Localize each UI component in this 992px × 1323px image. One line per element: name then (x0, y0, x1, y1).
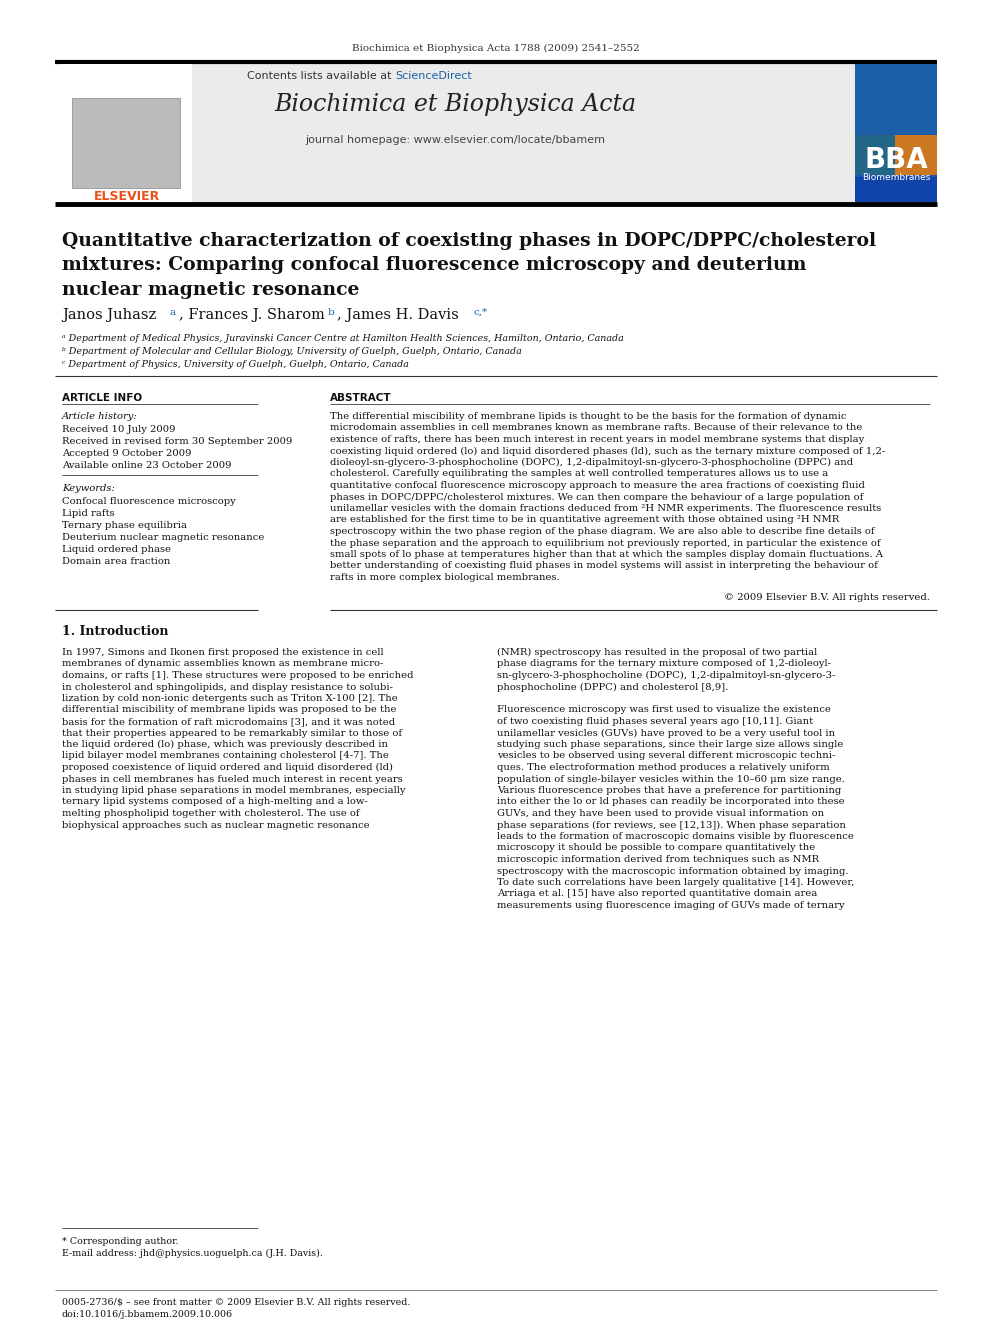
Text: ScienceDirect: ScienceDirect (395, 71, 472, 81)
Text: phases in DOPC/DPPC/cholesterol mixtures. We can then compare the behaviour of a: phases in DOPC/DPPC/cholesterol mixtures… (330, 492, 863, 501)
FancyBboxPatch shape (855, 64, 937, 202)
Text: doi:10.1016/j.bbamem.2009.10.006: doi:10.1016/j.bbamem.2009.10.006 (62, 1310, 233, 1319)
Text: into either the lo or ld phases can readily be incorporated into these: into either the lo or ld phases can read… (497, 798, 844, 807)
Text: Article history:: Article history: (62, 411, 138, 421)
FancyBboxPatch shape (895, 135, 937, 175)
Text: , James H. Davis: , James H. Davis (337, 308, 463, 321)
Text: microscopy it should be possible to compare quantitatively the: microscopy it should be possible to comp… (497, 844, 815, 852)
Text: In 1997, Simons and Ikonen first proposed the existence in cell: In 1997, Simons and Ikonen first propose… (62, 648, 384, 658)
Text: microdomain assemblies in cell membranes known as membrane rafts. Because of the: microdomain assemblies in cell membranes… (330, 423, 862, 433)
Text: small spots of lo phase at temperatures higher than that at which the samples di: small spots of lo phase at temperatures … (330, 550, 883, 560)
FancyBboxPatch shape (855, 135, 895, 175)
Text: ᵇ Department of Molecular and Cellular Biology, University of Guelph, Guelph, On: ᵇ Department of Molecular and Cellular B… (62, 347, 522, 356)
Text: vesicles to be observed using several different microscopic techni-: vesicles to be observed using several di… (497, 751, 835, 761)
Text: , Frances J. Sharom: , Frances J. Sharom (179, 308, 329, 321)
FancyBboxPatch shape (62, 64, 855, 202)
Text: in cholesterol and sphingolipids, and display resistance to solubi-: in cholesterol and sphingolipids, and di… (62, 683, 393, 692)
Text: (NMR) spectroscopy has resulted in the proposal of two partial: (NMR) spectroscopy has resulted in the p… (497, 648, 817, 658)
Text: Liquid ordered phase: Liquid ordered phase (62, 545, 171, 554)
Text: To date such correlations have been largely qualitative [14]. However,: To date such correlations have been larg… (497, 878, 854, 886)
Text: Fluorescence microscopy was first used to visualize the existence: Fluorescence microscopy was first used t… (497, 705, 831, 714)
Text: lization by cold non-ionic detergents such as Triton X-100 [2]. The: lization by cold non-ionic detergents su… (62, 695, 398, 703)
Text: population of single-bilayer vesicles within the 10–60 μm size range.: population of single-bilayer vesicles wi… (497, 774, 845, 783)
Text: coexisting liquid ordered (lo) and liquid disordered phases (ld), such as the te: coexisting liquid ordered (lo) and liqui… (330, 446, 885, 455)
Text: Received in revised form 30 September 2009: Received in revised form 30 September 20… (62, 437, 293, 446)
Text: Deuterium nuclear magnetic resonance: Deuterium nuclear magnetic resonance (62, 533, 265, 542)
Text: dioleoyl-sn-glycero-3-phosphocholine (DOPC), 1,2-dipalmitoyl-sn-glycero-3-phosph: dioleoyl-sn-glycero-3-phosphocholine (DO… (330, 458, 853, 467)
Text: phase diagrams for the ternary mixture composed of 1,2-dioleoyl-: phase diagrams for the ternary mixture c… (497, 659, 831, 668)
Text: c,*: c,* (474, 308, 488, 318)
Text: Keywords:: Keywords: (62, 484, 115, 493)
Text: of two coexisting fluid phases several years ago [10,11]. Giant: of two coexisting fluid phases several y… (497, 717, 813, 726)
Text: phases in cell membranes has fueled much interest in recent years: phases in cell membranes has fueled much… (62, 774, 403, 783)
Text: Biochimica et Biophysica Acta: Biochimica et Biophysica Acta (274, 94, 636, 116)
Text: the liquid ordered (lo) phase, which was previously described in: the liquid ordered (lo) phase, which was… (62, 740, 388, 749)
Text: rafts in more complex biological membranes.: rafts in more complex biological membran… (330, 573, 559, 582)
Text: BBA: BBA (864, 146, 928, 175)
Text: existence of rafts, there has been much interest in recent years in model membra: existence of rafts, there has been much … (330, 435, 864, 445)
Text: Lipid rafts: Lipid rafts (62, 509, 115, 519)
Text: ᵃ Department of Medical Physics, Juravinski Cancer Centre at Hamilton Health Sci: ᵃ Department of Medical Physics, Juravin… (62, 333, 624, 343)
Text: 1. Introduction: 1. Introduction (62, 624, 169, 638)
Text: journal homepage: www.elsevier.com/locate/bbamem: journal homepage: www.elsevier.com/locat… (305, 135, 605, 146)
Text: Biochimica et Biophysica Acta 1788 (2009) 2541–2552: Biochimica et Biophysica Acta 1788 (2009… (352, 44, 640, 53)
Text: unilamellar vesicles (GUVs) have proved to be a very useful tool in: unilamellar vesicles (GUVs) have proved … (497, 729, 835, 738)
FancyBboxPatch shape (72, 98, 180, 188)
FancyBboxPatch shape (855, 177, 937, 202)
Text: measurements using fluorescence imaging of GUVs made of ternary: measurements using fluorescence imaging … (497, 901, 844, 910)
Text: cholesterol. Carefully equilibrating the samples at well controlled temperatures: cholesterol. Carefully equilibrating the… (330, 470, 828, 479)
Text: Available online 23 October 2009: Available online 23 October 2009 (62, 460, 231, 470)
Text: unilamellar vesicles with the domain fractions deduced from ²H NMR experiments. : unilamellar vesicles with the domain fra… (330, 504, 881, 513)
FancyBboxPatch shape (855, 134, 937, 202)
Text: sn-glycero-3-phosphocholine (DOPC), 1,2-dipalmitoyl-sn-glycero-3-: sn-glycero-3-phosphocholine (DOPC), 1,2-… (497, 671, 835, 680)
Text: Ternary phase equilibria: Ternary phase equilibria (62, 521, 187, 531)
Text: GUVs, and they have been used to provide visual information on: GUVs, and they have been used to provide… (497, 808, 824, 818)
Text: basis for the formation of raft microdomains [3], and it was noted: basis for the formation of raft microdom… (62, 717, 395, 726)
Text: b: b (328, 308, 334, 318)
Text: ᶜ Department of Physics, University of Guelph, Guelph, Ontario, Canada: ᶜ Department of Physics, University of G… (62, 360, 409, 369)
Text: phase separations (for reviews, see [12,13]). When phase separation: phase separations (for reviews, see [12,… (497, 820, 846, 830)
Text: spectroscopy with the macroscopic information obtained by imaging.: spectroscopy with the macroscopic inform… (497, 867, 848, 876)
Text: ternary lipid systems composed of a high-melting and a low-: ternary lipid systems composed of a high… (62, 798, 368, 807)
Text: ABSTRACT: ABSTRACT (330, 393, 392, 404)
Text: are established for the first time to be in quantitative agreement with those ob: are established for the first time to be… (330, 516, 839, 524)
Text: studying such phase separations, since their large size allows single: studying such phase separations, since t… (497, 740, 843, 749)
Text: ques. The electroformation method produces a relatively uniform: ques. The electroformation method produc… (497, 763, 829, 773)
Text: Accepted 9 October 2009: Accepted 9 October 2009 (62, 448, 191, 458)
Text: biophysical approaches such as nuclear magnetic resonance: biophysical approaches such as nuclear m… (62, 820, 370, 830)
Text: © 2009 Elsevier B.V. All rights reserved.: © 2009 Elsevier B.V. All rights reserved… (724, 593, 930, 602)
Text: ELSEVIER: ELSEVIER (94, 189, 160, 202)
Text: in studying lipid phase separations in model membranes, especially: in studying lipid phase separations in m… (62, 786, 406, 795)
Text: quantitative confocal fluorescence microscopy approach to measure the area fract: quantitative confocal fluorescence micro… (330, 482, 865, 490)
Text: Quantitative characterization of coexisting phases in DOPC/DPPC/cholesterol
mixt: Quantitative characterization of coexist… (62, 232, 876, 299)
FancyBboxPatch shape (62, 64, 192, 202)
Text: spectroscopy within the two phase region of the phase diagram. We are also able : spectroscopy within the two phase region… (330, 527, 875, 536)
Text: Arriaga et al. [15] have also reported quantitative domain area: Arriaga et al. [15] have also reported q… (497, 889, 817, 898)
Text: 0005-2736/$ – see front matter © 2009 Elsevier B.V. All rights reserved.: 0005-2736/$ – see front matter © 2009 El… (62, 1298, 411, 1307)
Text: Various fluorescence probes that have a preference for partitioning: Various fluorescence probes that have a … (497, 786, 841, 795)
Text: Confocal fluorescence microscopy: Confocal fluorescence microscopy (62, 497, 236, 505)
Text: Janos Juhasz: Janos Juhasz (62, 308, 161, 321)
Text: that their properties appeared to be remarkably similar to those of: that their properties appeared to be rem… (62, 729, 402, 737)
Text: the phase separation and the approach to equilibrium not previously reported, in: the phase separation and the approach to… (330, 538, 881, 548)
Text: leads to the formation of macroscopic domains visible by fluorescence: leads to the formation of macroscopic do… (497, 832, 854, 841)
Text: Biomembranes: Biomembranes (862, 173, 930, 183)
Text: E-mail address: jhd@physics.uoguelph.ca (J.H. Davis).: E-mail address: jhd@physics.uoguelph.ca … (62, 1249, 322, 1258)
Text: lipid bilayer model membranes containing cholesterol [4-7]. The: lipid bilayer model membranes containing… (62, 751, 389, 761)
Text: microscopic information derived from techniques such as NMR: microscopic information derived from tec… (497, 855, 819, 864)
Text: melting phospholipid together with cholesterol. The use of: melting phospholipid together with chole… (62, 808, 360, 818)
Text: Received 10 July 2009: Received 10 July 2009 (62, 425, 176, 434)
Text: differential miscibility of membrane lipids was proposed to be the: differential miscibility of membrane lip… (62, 705, 397, 714)
Text: Contents lists available at: Contents lists available at (247, 71, 395, 81)
Text: membranes of dynamic assemblies known as membrane micro-: membranes of dynamic assemblies known as… (62, 659, 383, 668)
Text: domains, or rafts [1]. These structures were proposed to be enriched: domains, or rafts [1]. These structures … (62, 671, 414, 680)
Text: proposed coexistence of liquid ordered and liquid disordered (ld): proposed coexistence of liquid ordered a… (62, 763, 393, 773)
Text: a: a (170, 308, 177, 318)
Text: phosphocholine (DPPC) and cholesterol [8,9].: phosphocholine (DPPC) and cholesterol [8… (497, 683, 728, 692)
Text: * Corresponding author.: * Corresponding author. (62, 1237, 179, 1246)
Text: The differential miscibility of membrane lipids is thought to be the basis for t: The differential miscibility of membrane… (330, 411, 846, 421)
Text: Domain area fraction: Domain area fraction (62, 557, 171, 566)
Text: ARTICLE INFO: ARTICLE INFO (62, 393, 142, 404)
Text: better understanding of coexisting fluid phases in model systems will assist in : better understanding of coexisting fluid… (330, 561, 878, 570)
